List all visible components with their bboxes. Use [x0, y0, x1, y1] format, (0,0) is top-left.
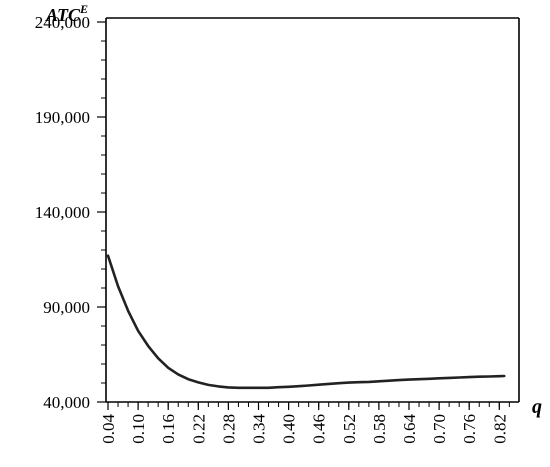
- x-tick-label: 0.52: [340, 414, 359, 444]
- x-tick-label: 0.28: [219, 414, 238, 444]
- x-tick-label: 0.40: [280, 414, 299, 444]
- y-tick-label: 190,000: [35, 108, 90, 127]
- x-tick-label: 0.64: [400, 414, 419, 444]
- y-tick-label: 40,000: [43, 393, 90, 412]
- x-tick-labels: 0.04 0.10 0.16 0.22 0.28 0.34 0.40 0.46 0.52 0.58…: [99, 414, 509, 444]
- x-tick-label: 0.22: [189, 414, 208, 444]
- y-major-ticks: [97, 21, 106, 403]
- y-tick-label: 90,000: [43, 298, 90, 317]
- x-axis-label: q: [532, 396, 542, 418]
- x-tick-label: 0.70: [430, 414, 449, 444]
- y-axis-label: ATCE: [45, 2, 88, 25]
- y-tick-label: 240,000: [35, 13, 90, 32]
- x-tick-label: 0.58: [370, 414, 389, 444]
- x-tick-label: 0.82: [490, 414, 509, 444]
- x-major-ticks: [107, 402, 500, 410]
- x-tick-label: 0.46: [310, 414, 329, 444]
- x-tick-label: 0.04: [99, 414, 118, 444]
- y-tick-label: 140,000: [35, 203, 90, 222]
- y-tick-labels: 40,000 90,000 140,000 190,000 240,000: [35, 13, 90, 412]
- y-axis-label-superscript: E: [79, 2, 88, 16]
- series-line-atc: [106, 254, 506, 390]
- x-tick-label: 0.34: [250, 414, 269, 444]
- y-axis-label-main: ATC: [45, 5, 81, 25]
- x-tick-label: 0.10: [129, 414, 148, 444]
- x-tick-label: 0.76: [460, 414, 479, 444]
- x-tick-label: 0.16: [159, 414, 178, 444]
